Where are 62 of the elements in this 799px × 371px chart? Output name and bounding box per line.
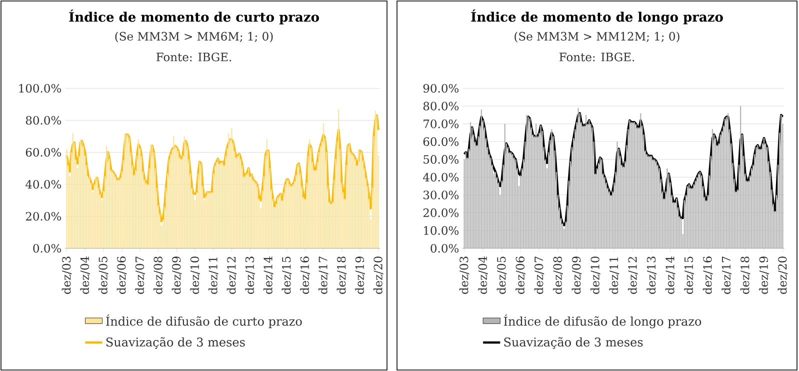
x-tick-label: dez/14 bbox=[665, 256, 676, 294]
x-tick-label: dez/19 bbox=[759, 256, 769, 294]
y-tick-label: 100.0% bbox=[19, 84, 62, 93]
x-tick-label: dez/13 bbox=[245, 256, 255, 294]
chart-title: Índice de momento de curto prazo bbox=[69, 10, 319, 24]
x-tick-label: dez/03 bbox=[62, 256, 72, 294]
y-tick-label: 80.0% bbox=[423, 102, 459, 110]
legend-label: Suavização de 3 meses bbox=[106, 337, 245, 349]
chart-title: Índice de momento de longo prazo bbox=[471, 10, 723, 24]
legend-label: Índice de difusão de curto prazo bbox=[106, 314, 302, 328]
chart-subtitle: (Se MM3M > MM12M; 1; 0) bbox=[514, 32, 680, 42]
source-note: Fonte: IBGE. bbox=[559, 52, 634, 62]
x-tick-label: dez/06 bbox=[116, 256, 127, 294]
x-tick-label: dez/08 bbox=[154, 256, 164, 294]
x-tick-label: dez/09 bbox=[172, 256, 182, 294]
x-tick-label: dez/04 bbox=[80, 256, 90, 294]
x-tick-label: dez/10 bbox=[590, 256, 600, 294]
legend-label: Índice de difusão de longo prazo bbox=[504, 314, 702, 328]
y-tick-label: 70.0% bbox=[424, 120, 459, 128]
y-tick-label: 50.0% bbox=[424, 155, 459, 164]
x-tick-label: dez/18 bbox=[740, 256, 750, 294]
y-tick-label: 0.0% bbox=[33, 244, 62, 253]
chart-subtitle: (Se MM3M > MM6M; 1; 0) bbox=[115, 32, 273, 42]
x-tick-label: dez/11 bbox=[609, 257, 620, 294]
y-tick-label: 20.0% bbox=[423, 208, 459, 218]
x-tick-label: dez/04 bbox=[478, 256, 488, 294]
x-tick-label: dez/16 bbox=[702, 256, 713, 294]
x-tick-label: dez/07 bbox=[534, 256, 544, 294]
x-tick-label: dez/08 bbox=[553, 256, 563, 294]
x-tick-label: dez/09 bbox=[572, 256, 582, 294]
y-tick-label: 10.0% bbox=[424, 226, 459, 235]
y-tick-label: 60.0% bbox=[26, 148, 62, 157]
x-tick-label: dez/07 bbox=[135, 256, 145, 294]
x-tick-label: dez/05 bbox=[496, 256, 507, 294]
x-tick-label: dez/03 bbox=[459, 256, 470, 294]
x-tick-label: dez/16 bbox=[300, 256, 310, 294]
y-tick-label: 60.0% bbox=[423, 137, 459, 146]
x-tick-label: dez/14 bbox=[263, 256, 274, 294]
y-tick-label: 30.0% bbox=[424, 190, 459, 200]
x-tick-label: dez/11 bbox=[208, 257, 218, 294]
x-tick-label: dez/17 bbox=[722, 256, 732, 294]
x-tick-label: dez/13 bbox=[646, 256, 657, 294]
x-tick-label: dez/19 bbox=[355, 256, 365, 294]
x-tick-label: dez/15 bbox=[282, 256, 292, 294]
x-tick-label: dez/18 bbox=[336, 256, 347, 294]
x-tick-label: dez/17 bbox=[318, 256, 328, 294]
x-tick-label: dez/20 bbox=[778, 256, 788, 294]
y-tick-label: 20.0% bbox=[26, 212, 62, 221]
y-tick-label: 40.0% bbox=[26, 180, 62, 189]
y-tick-label: 40.0% bbox=[423, 172, 459, 182]
x-tick-label: dez/06 bbox=[516, 256, 526, 294]
y-tick-label: 0.0% bbox=[430, 244, 459, 253]
source-note: Fonte: IBGE. bbox=[156, 52, 232, 62]
x-tick-label: dez/20 bbox=[373, 256, 384, 294]
x-tick-label: dez/12 bbox=[226, 256, 237, 294]
x-tick-label: dez/15 bbox=[684, 256, 694, 294]
y-tick-label: 80.0% bbox=[26, 116, 62, 125]
x-tick-label: dez/12 bbox=[628, 256, 638, 294]
legend-label: Suavização de 3 meses bbox=[504, 337, 643, 349]
x-tick-label: dez/10 bbox=[190, 256, 200, 294]
x-tick-label: dez/05 bbox=[98, 256, 108, 294]
y-tick-label: 90.0% bbox=[423, 84, 459, 93]
